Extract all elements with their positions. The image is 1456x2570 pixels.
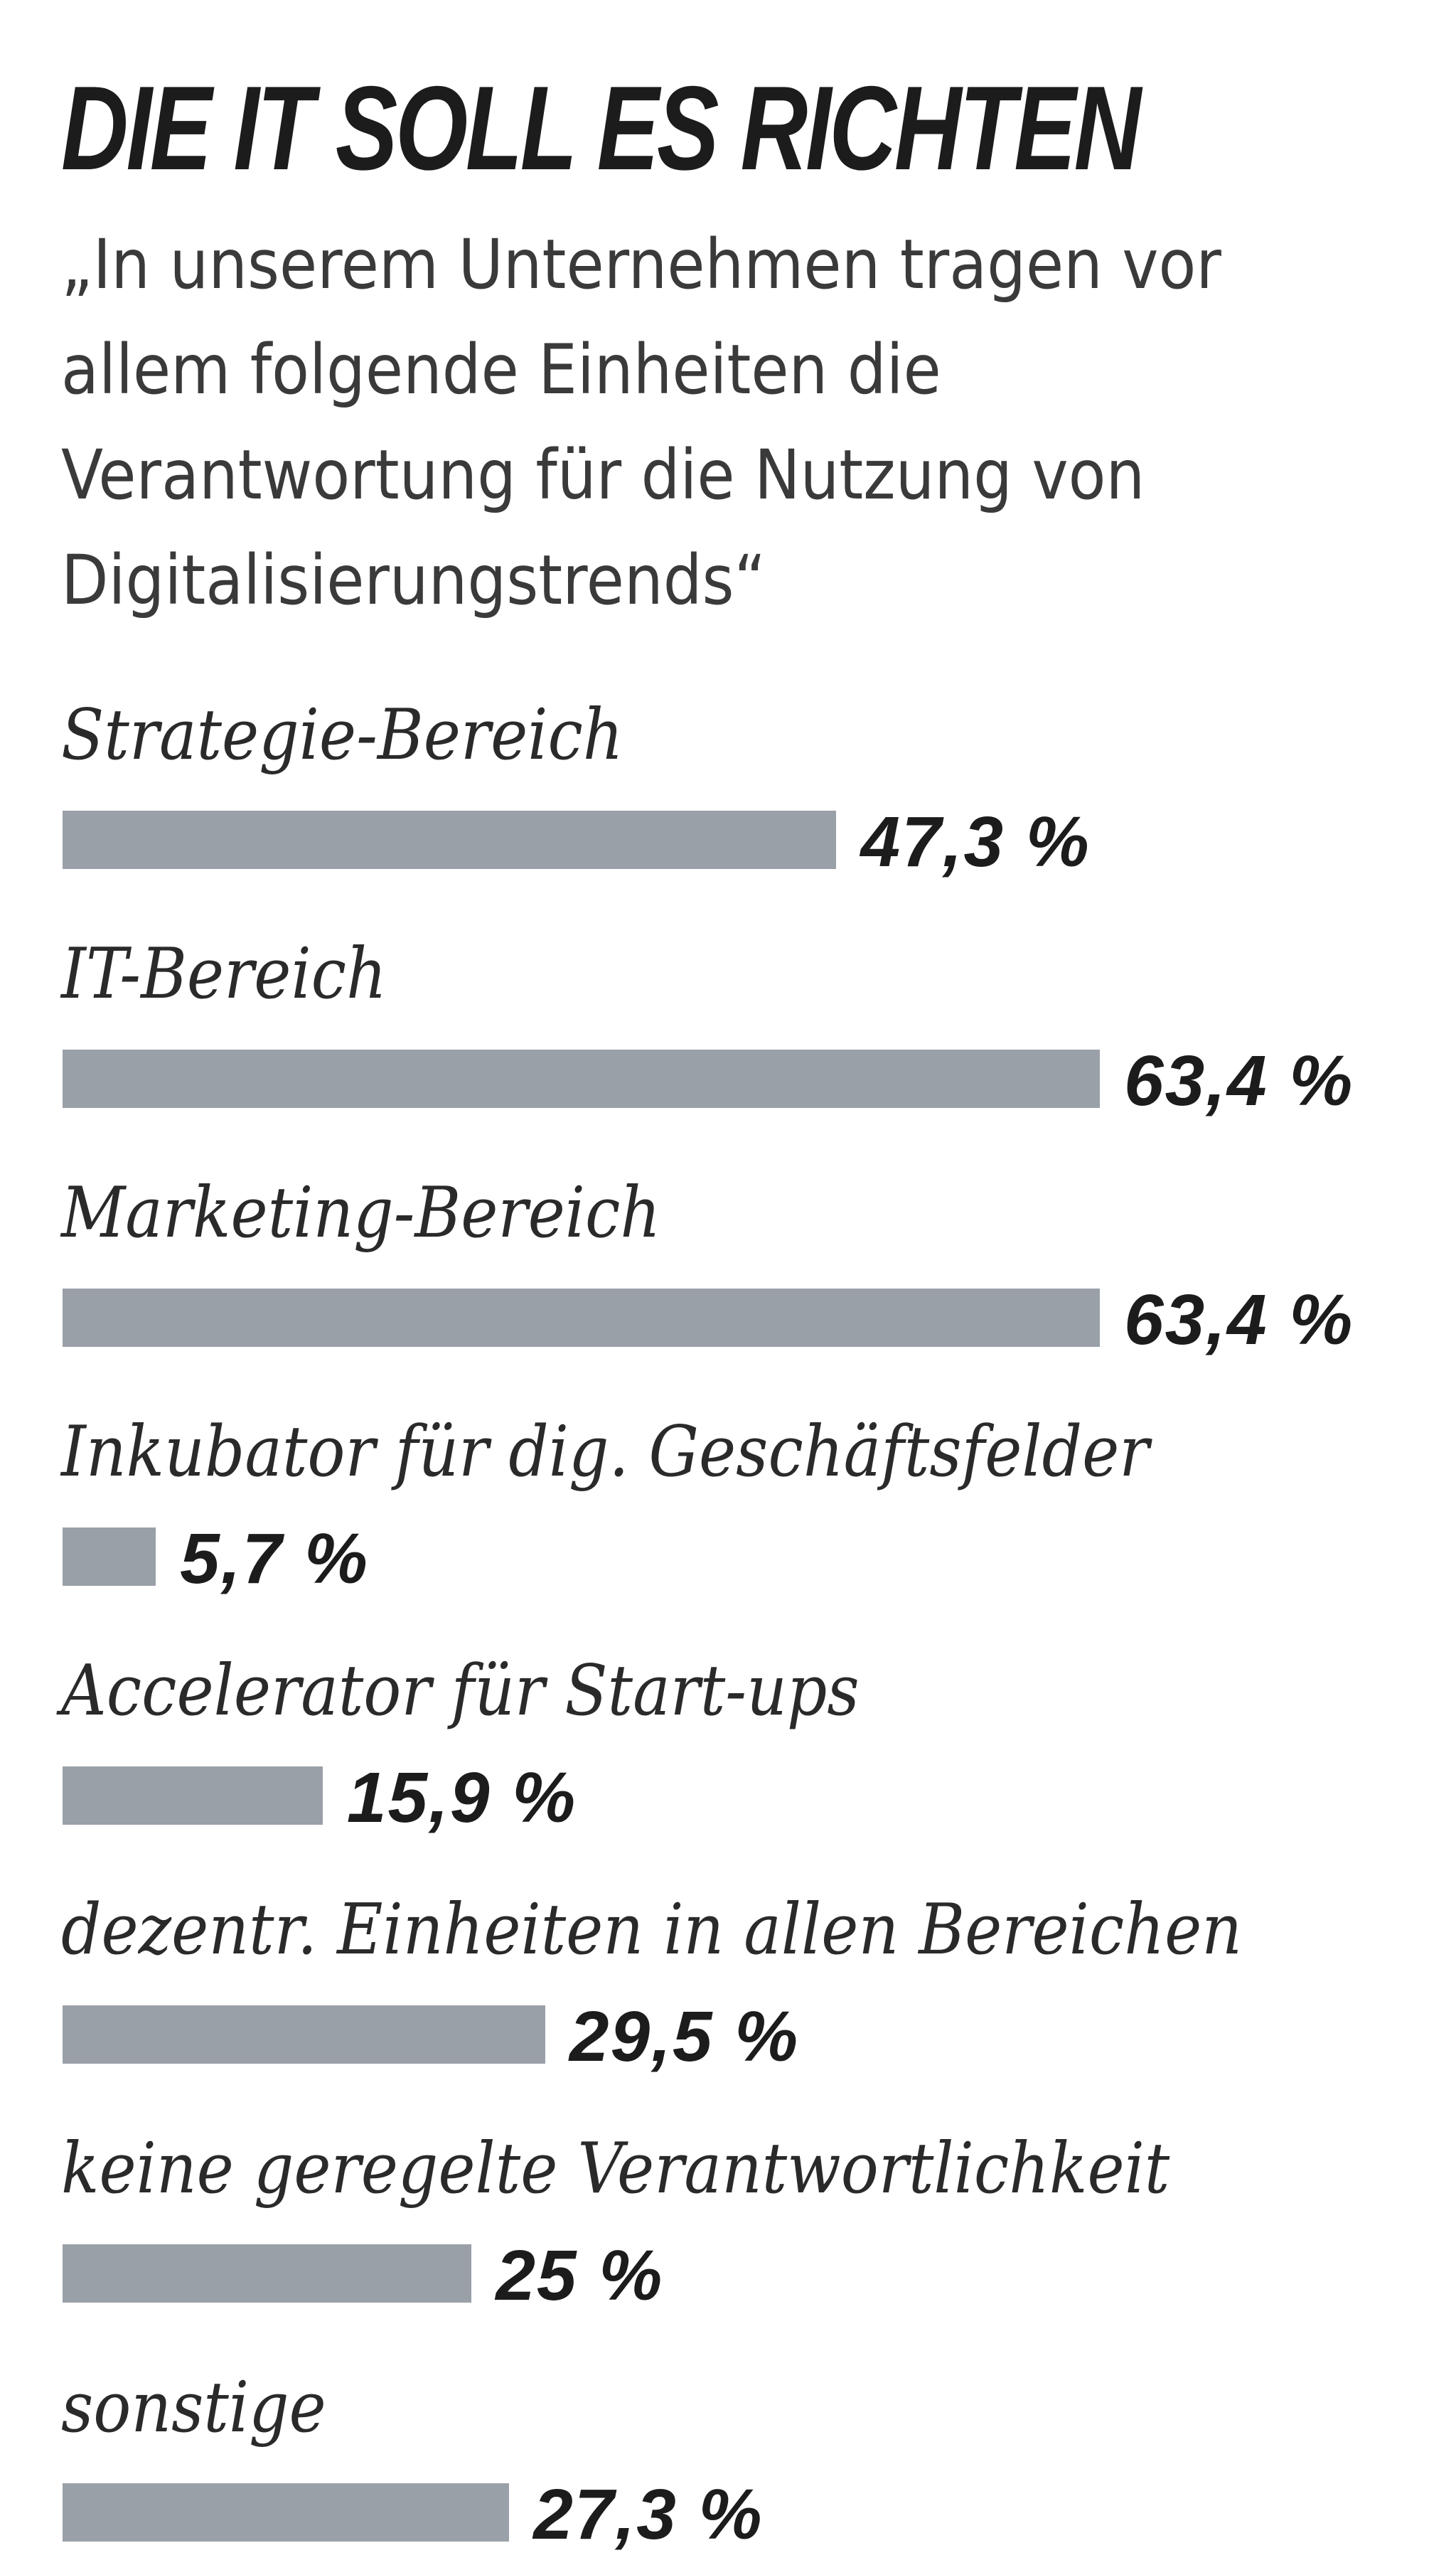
bar xyxy=(63,1766,323,1825)
chart-subtitle: „In unserem Unternehmen tragen vor allem… xyxy=(61,225,1221,620)
chart-title: DIE IT SOLL ES RICHTEN xyxy=(61,61,1141,195)
bar xyxy=(63,1050,1100,1108)
category-label: keine geregelte Verantwortlichkeit xyxy=(61,2128,1170,2209)
category-label: IT-Bereich xyxy=(61,934,387,1015)
category-label: Marketing-Bereich xyxy=(61,1173,661,1254)
bar xyxy=(63,811,837,869)
value-label: 27,3 % xyxy=(533,2475,764,2554)
value-label: 63,4 % xyxy=(1124,1280,1354,1360)
category-label: sonstige xyxy=(61,2367,326,2448)
bar xyxy=(63,2244,472,2303)
category-label: dezentr. Einheiten in allen Bereichen xyxy=(61,1889,1243,1971)
bar xyxy=(63,2483,510,2542)
category-label: Strategie-Bereich xyxy=(61,695,623,776)
bar xyxy=(63,2005,545,2064)
category-label: Inkubator für dig. Geschäftsfelder xyxy=(61,1412,1150,1493)
category-label: Accelerator für Start-ups xyxy=(61,1651,860,1732)
value-label: 47,3 % xyxy=(860,802,1091,882)
value-label: 63,4 % xyxy=(1124,1041,1354,1121)
value-label: 25 % xyxy=(496,2236,664,2315)
bar xyxy=(63,1289,1100,1347)
value-label: 15,9 % xyxy=(346,1758,577,1838)
value-label: 29,5 % xyxy=(569,1997,800,2076)
value-label: 5,7 % xyxy=(180,1519,369,1599)
bar xyxy=(63,1527,156,1586)
